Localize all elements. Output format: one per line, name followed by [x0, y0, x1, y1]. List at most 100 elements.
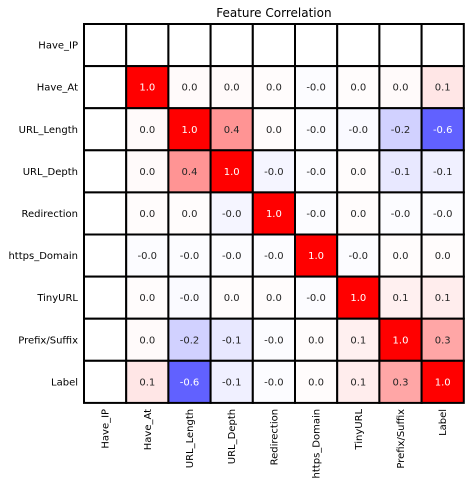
cell-value-label: 1.0	[266, 209, 282, 220]
x-tick-label: Have_IP	[101, 409, 112, 449]
cell-value-label: 0.0	[308, 335, 324, 346]
y-tick-label: TinyURL	[36, 293, 78, 304]
cell-value-label: 0.0	[139, 335, 155, 346]
cell-value-label: 0.0	[393, 83, 409, 94]
cell-value-label: 0.0	[350, 209, 366, 220]
heatmap-cell	[420, 149, 465, 194]
heatmap-cell	[83, 191, 128, 236]
heatmap-cell	[420, 23, 465, 68]
x-tick-label: TinyURL	[354, 408, 365, 450]
cell-value-label: -0.0	[306, 167, 326, 178]
cell-value-label: 0.3	[435, 335, 451, 346]
heatmap-cell	[378, 317, 423, 362]
heatmap-cell	[83, 65, 128, 110]
cell-value-label: 0.0	[266, 83, 282, 94]
x-tick-labels: Have_IP Have_At URL_Length URL_Depth Redirec…	[101, 408, 450, 478]
cell-value-label: -0.0	[138, 251, 158, 262]
chart-title: Feature Correlation	[216, 6, 331, 20]
cell-value-label: -0.6	[180, 377, 200, 388]
cell-value-label: -0.0	[349, 125, 369, 136]
heatmap-cell	[83, 317, 128, 362]
cell-value-label: 1.0	[224, 167, 240, 178]
cell-value-label: 0.3	[393, 377, 409, 388]
heatmap-cell	[378, 23, 423, 68]
x-tick-label: URL_Depth	[227, 409, 238, 464]
heatmap-cell	[83, 233, 128, 278]
y-tick-label: Have_IP	[38, 41, 78, 52]
cell-value-label: 0.4	[224, 125, 240, 136]
x-tick-label: URL_Length	[185, 409, 196, 468]
heatmap-cell	[294, 23, 339, 68]
cell-value-label: 0.1	[350, 377, 366, 388]
cell-value-label: 1.0	[182, 125, 198, 136]
heatmap-cell	[83, 275, 128, 320]
cell-value-label: 1.0	[308, 251, 324, 262]
heatmap-cell	[420, 65, 465, 110]
cell-value-label: -0.1	[433, 167, 453, 178]
cell-value-label: 0.0	[308, 377, 324, 388]
cell-value-label: 0.0	[266, 125, 282, 136]
heatmap-cell	[83, 149, 128, 194]
heatmap-cell	[336, 359, 381, 404]
cell-value-label: -0.0	[264, 335, 284, 346]
cell-value-label: 0.1	[350, 335, 366, 346]
cell-value-label: 0.0	[435, 251, 451, 262]
y-tick-label: URL_Length	[19, 125, 78, 136]
cell-value-label: 0.1	[139, 377, 155, 388]
heatmap-cell	[420, 359, 465, 404]
heatmap-cell	[209, 149, 254, 194]
x-tick-label: https_Domain	[312, 409, 323, 479]
y-tick-label: Label	[51, 377, 78, 388]
heatmap-cell	[378, 191, 423, 236]
heatmap-cell	[336, 275, 381, 320]
cell-value-label: -0.1	[222, 377, 242, 388]
heatmap-cell	[251, 107, 297, 152]
heatmap-cell	[251, 149, 297, 194]
heatmap-cell	[336, 317, 381, 362]
cell-value-label: 0.0	[139, 125, 155, 136]
y-tick-labels: Have_IP Have_At URL_Length URL_Depth Redirec…	[8, 41, 78, 389]
heatmap-cell	[125, 23, 170, 68]
cell-value-label: -0.6	[433, 125, 453, 136]
cell-value-label: 1.0	[435, 377, 451, 388]
cell-value-label: 1.0	[350, 293, 366, 304]
cell-value-label: -0.0	[306, 83, 326, 94]
cell-value-label: -0.0	[264, 167, 284, 178]
x-tick-label: Prefix/Suffix	[396, 409, 407, 469]
cell-value-label: -0.0	[264, 251, 284, 262]
heatmap-cell	[336, 23, 381, 68]
cell-value-label: -0.1	[222, 335, 242, 346]
cell-value-label: 0.0	[139, 167, 155, 178]
heatmap-cell	[420, 107, 465, 152]
heatmap-cell	[294, 191, 339, 236]
heatmap-cell	[294, 275, 339, 320]
cell-value-label: -0.1	[391, 167, 411, 178]
heatmap-cell	[251, 233, 297, 278]
heatmap-cell	[125, 149, 170, 194]
cell-value-label: 0.0	[393, 251, 409, 262]
heatmap-cell	[209, 191, 254, 236]
cell-value-label: -0.0	[180, 293, 200, 304]
heatmap-cell	[420, 317, 465, 362]
cell-value-label: 0.0	[224, 83, 240, 94]
cell-value-label: -0.0	[180, 251, 200, 262]
heatmap-cell	[420, 275, 465, 320]
cell-value-label: 0.0	[350, 83, 366, 94]
y-tick-label: Have_At	[37, 83, 78, 94]
heatmap-cell	[294, 233, 339, 278]
cell-value-label: 1.0	[139, 83, 155, 94]
heatmap-cell	[251, 359, 297, 404]
heatmap-cell	[294, 359, 339, 404]
x-tick-label: Have_At	[143, 409, 154, 450]
cell-value-label: 0.4	[182, 167, 198, 178]
y-tick-label: https_Domain	[8, 251, 78, 262]
cell-value-label: -0.0	[306, 293, 326, 304]
y-tick-label: Prefix/Suffix	[18, 335, 78, 346]
y-tick-label: Redirection	[22, 209, 78, 220]
cell-value-label: -0.0	[222, 209, 242, 220]
heatmap-cell	[125, 359, 170, 404]
cell-value-label: 0.0	[350, 167, 366, 178]
cell-value-label: 0.0	[182, 83, 198, 94]
heatmap-cell	[378, 149, 423, 194]
cell-value-label: -0.2	[391, 125, 411, 136]
